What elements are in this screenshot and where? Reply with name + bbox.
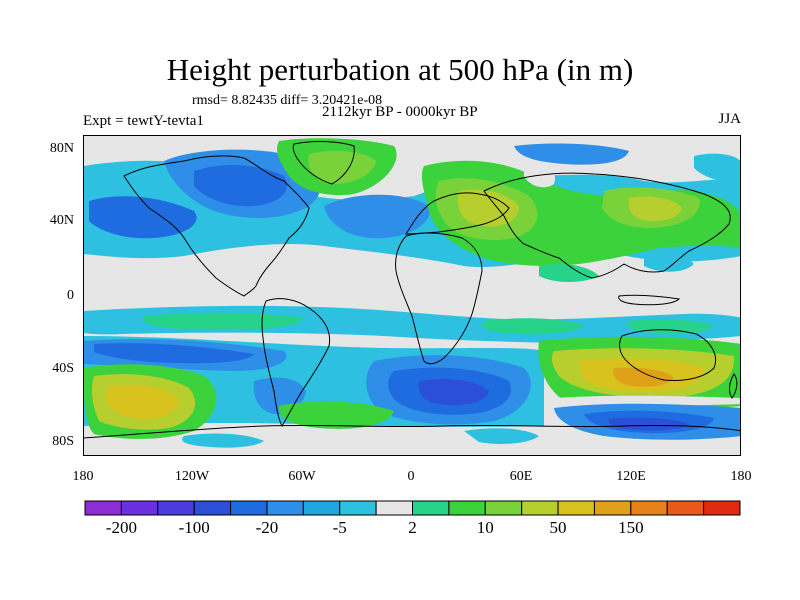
colorbar-swatch [375, 500, 414, 516]
coastline-greenland [292, 141, 355, 185]
coastline-north-america [123, 155, 310, 297]
colorbar [84, 500, 741, 516]
lon-tick-label: 0 [407, 469, 415, 484]
coastline-australia [619, 329, 717, 381]
coastline-new-zealand [729, 373, 738, 399]
lon-tick-label: 60W [288, 469, 316, 484]
lon-tick-label: 180 [72, 469, 94, 484]
coastline-antarctica [84, 424, 740, 439]
stats-line: rmsd= 8.82435 diff= 3.20421e-08 [192, 93, 383, 108]
plot-title: Height perturbation at 500 hPa (in m) [166, 52, 634, 87]
coastline-africa [395, 232, 483, 365]
lon-tick-label: 120W [174, 469, 210, 484]
nh-field [84, 138, 740, 282]
colorbar-label: 150 [618, 518, 644, 537]
colorbar-swatch [557, 500, 595, 516]
map-panel [83, 135, 741, 456]
colorbar-swatch [521, 500, 559, 516]
colorbar-label: -20 [255, 518, 279, 537]
colorbar-swatch [230, 500, 268, 516]
lat-tick-label: 80N [49, 141, 74, 156]
lon-tick-label: 60E [509, 469, 533, 484]
coastline-asia [483, 172, 731, 279]
colorbar-swatch [448, 500, 486, 516]
experiment-label: Expt = tewtY-tevta1 [83, 113, 204, 129]
tropics-field [84, 305, 740, 344]
height-perturbation-map [84, 136, 740, 455]
colorbar-swatch [630, 500, 668, 516]
colorbar-label: -100 [178, 518, 210, 537]
colorbar-swatch [120, 500, 159, 516]
sh-field [84, 336, 740, 448]
colorbar-swatch [412, 500, 450, 516]
colorbar-swatch [339, 500, 377, 516]
coastline-south-america [261, 298, 331, 428]
colorbar-swatch [484, 500, 523, 516]
colorbar-swatch [666, 500, 705, 516]
season-label: JJA [718, 111, 741, 127]
coastlines [84, 141, 740, 439]
colorbar-label: 2 [408, 518, 417, 537]
lat-tick-label: 0 [67, 288, 74, 303]
colorbar-swatch [266, 500, 304, 516]
colorbar-swatch [157, 500, 195, 516]
colorbar-label: 10 [476, 518, 494, 537]
colorbar-swatch [302, 500, 341, 516]
lat-tick-label: 40N [49, 213, 74, 228]
colorbar-label: 50 [549, 518, 567, 537]
coastline-indonesia [618, 294, 681, 306]
colorbar-label: -200 [105, 518, 137, 537]
lat-tick-label: 80S [52, 434, 74, 449]
colorbar-swatch [84, 500, 122, 516]
period-label: 2112kyr BP - 0000kyr BP [322, 104, 478, 120]
coastline-europe [405, 192, 510, 235]
colorbar-swatch [593, 500, 632, 516]
lon-tick-label: 120E [616, 469, 646, 484]
colorbar-swatch [703, 500, 741, 516]
colorbar-swatch [193, 500, 232, 516]
colorbar-label: -5 [332, 518, 347, 537]
lat-tick-label: 40S [52, 361, 74, 376]
lon-tick-label: 180 [730, 469, 752, 484]
